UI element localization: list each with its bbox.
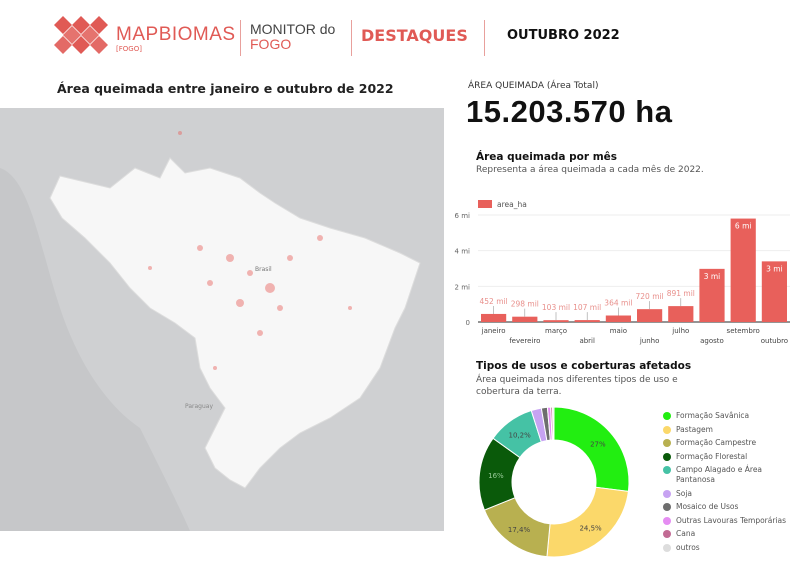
slice-label: 17,4% [508,526,531,534]
donut-slice [546,486,629,558]
legend-label: Formação Savânica [676,411,750,420]
slice-label: 27% [590,440,606,448]
legend-item[interactable]: Pastagem [663,425,793,435]
bar-chart-subtitle: Representa a área queimada a cada mês de… [476,165,704,175]
legend-dot-icon [663,466,671,474]
donut-slice [552,406,555,441]
y-tick-label: 6 mi [455,212,470,220]
legend-label: Outras Lavouras Temporárias [676,515,787,525]
data-label: 298 mil [511,300,539,309]
donut-chart: 27% 24,5% 17,4% 16% 10,2% [478,406,630,558]
legend-label: Cana [676,529,696,538]
legend-item[interactable]: Cana [663,529,793,539]
data-label: 3 mi [704,272,721,281]
slice-label: 24,5% [579,525,602,533]
bar [605,315,631,322]
bar [730,218,756,322]
x-tick-label: julho [671,327,689,335]
mapbiomas-logo-icon [54,16,108,54]
divider [351,20,352,56]
map-label-paraguay: Paraguay [185,403,213,410]
legend-label: Campo Alagado e Área Pantanosa [676,465,763,484]
data-label: 720 mil [636,292,664,301]
legend-item[interactable]: Outras Lavouras Temporárias [663,516,793,526]
total-label: ÁREA QUEIMADA (Área Total) [468,81,599,91]
map-title: Área queimada entre janeiro e outubro de… [57,81,394,96]
bar [574,320,600,322]
y-tick-label: 0 [466,319,470,327]
burned-area-map[interactable]: Brasil Paraguay [0,108,444,531]
pie-chart-subtitle: Área queimada nos diferentes tipos de us… [476,375,678,397]
bar [637,309,663,322]
x-tick-label: junho [639,337,660,345]
legend-dot-icon [663,543,671,552]
legend-label: Soja [676,488,693,498]
bar [481,313,507,322]
legend-item[interactable]: Formação Savânica [663,411,793,421]
slice-label: 10,2% [508,432,531,440]
x-tick-label: abril [579,337,595,345]
data-label: 891 mil [667,289,695,298]
data-label: 6 mi [735,222,752,231]
bar-chart-title: Área queimada por mês [476,151,618,163]
section-title: DESTAQUES [361,26,468,45]
x-tick-label: janeiro [481,327,506,335]
legend-item[interactable]: outros [663,543,793,553]
legend-item[interactable]: Soja [663,489,793,499]
legend-item[interactable]: Formação Campestre [663,438,793,448]
legend-item[interactable]: Mosaico de Usos [663,502,793,512]
bar [668,306,694,322]
donut-slice [553,406,630,492]
legend-dot-icon [663,425,671,434]
legend-label: Mosaico de Usos [676,502,739,511]
legend-swatch [478,200,492,208]
legend-label: Pastagem [676,424,713,434]
bar-chart: area_ha 0 2 mi 4 mi 6 mi 452 mil janeiro 298 mi… [455,200,790,345]
x-tick-label: outubro [761,337,788,345]
legend-label: Formação Florestal [676,451,748,461]
brand-sub: [FOGO] [116,45,142,53]
legend-dot-icon [663,503,671,511]
legend-label: area_ha [497,200,527,209]
divider [240,20,241,56]
x-tick-label: agosto [700,337,724,345]
legend-dot-icon [663,439,671,447]
y-tick-label: 2 mi [455,283,470,291]
legend-item[interactable]: Campo Alagado e Área Pantanosa [663,465,793,485]
bar [512,316,538,322]
divider [484,20,485,56]
pie-chart-title: Tipos de usos e coberturas afetados [476,360,692,372]
bar [761,261,787,322]
legend-label: Formação Campestre [676,438,757,447]
burn-spots [148,131,352,370]
data-label: 364 mil [604,299,632,308]
legend-dot-icon [663,516,671,525]
data-label: 107 mil [573,303,601,312]
legend-dot-icon [663,412,671,420]
brand-name: MAPBIOMAS [116,24,236,45]
x-tick-label: setembro [727,327,760,335]
legend-dot-icon [663,530,671,538]
map-label-brasil: Brasil [255,266,272,273]
total-value: 15.203.570 ha [466,94,673,129]
map-canvas: Brasil Paraguay [0,131,421,531]
legend-dot-icon [663,489,671,498]
data-label: 103 mil [542,303,570,312]
period-label: OUTUBRO 2022 [507,28,620,43]
x-tick-label: fevereiro [509,337,540,345]
data-label: 452 mil [480,297,508,306]
legend-label: outros [676,542,700,552]
donut-legend: Formação Savânica Pastagem Formação Campes… [663,411,793,556]
bar [543,320,569,322]
y-tick-label: 4 mi [455,248,470,256]
bar [699,268,725,322]
x-tick-label: maio [610,327,627,335]
monitor-title: MONITOR do FOGO [250,21,336,52]
x-tick-label: março [545,327,567,335]
slice-label: 16% [488,472,504,480]
legend-dot-icon [663,452,671,461]
legend-item[interactable]: Formação Florestal [663,452,793,462]
data-label: 3 mi [766,264,783,273]
